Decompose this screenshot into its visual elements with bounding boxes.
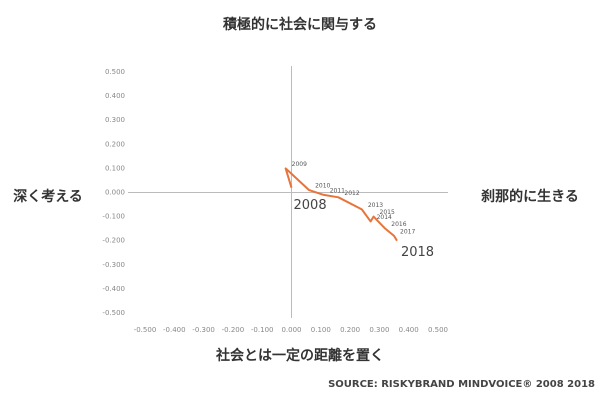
x-tick-label: 0.500	[428, 326, 448, 334]
y-tick-label: -0.300	[102, 261, 125, 269]
y-tick-label: -0.100	[102, 213, 125, 221]
y-tick-label: 0.000	[105, 189, 125, 197]
point-label: 2011	[330, 187, 345, 194]
bottom-label: 社会とは一定の距離を置く	[215, 347, 384, 364]
x-tick-label: -0.400	[163, 326, 186, 334]
x-tick-label: 0.100	[311, 326, 331, 334]
left-label: 深く考える	[13, 188, 83, 205]
source: SOURCE: RISKYBRAND MINDVOICE® 2008 2018	[328, 379, 595, 390]
x-tick-label: 0.000	[281, 326, 301, 334]
x-tick-label: -0.100	[251, 326, 274, 334]
point-label: 2010	[315, 183, 330, 190]
x-tick-label: -0.300	[192, 326, 215, 334]
x-tick-label: 0.400	[399, 326, 419, 334]
y-tick-label: -0.500	[102, 309, 125, 317]
x-tick-label: 0.300	[369, 326, 389, 334]
y-tick-label: -0.200	[102, 237, 125, 245]
point-label: 2008	[294, 198, 327, 213]
y-tick-label: 0.400	[105, 92, 125, 100]
point-label: 2014	[377, 214, 392, 221]
point-label: 2018	[401, 245, 434, 260]
right-label: 刹那的に生きる	[481, 188, 579, 205]
x-tick-label: -0.500	[134, 326, 157, 334]
point-label: 2017	[400, 228, 415, 235]
x-tick-label: 0.200	[340, 326, 360, 334]
y-tick-label: 0.200	[105, 140, 125, 148]
series-line	[284, 167, 398, 242]
y-tick-label: -0.400	[102, 285, 125, 293]
x-tick-label: -0.200	[222, 326, 245, 334]
y-tick-label: 0.100	[105, 164, 125, 172]
point-label: 2015	[380, 209, 395, 216]
point-label: 2013	[368, 202, 383, 209]
point-label: 2009	[292, 161, 307, 168]
y-tick-label: 0.300	[105, 116, 125, 124]
y-tick-label: 0.500	[105, 68, 125, 76]
point-label: 2012	[344, 190, 359, 197]
point-label: 2016	[391, 221, 406, 228]
top-label: 積極的に社会に関与する	[222, 16, 377, 33]
